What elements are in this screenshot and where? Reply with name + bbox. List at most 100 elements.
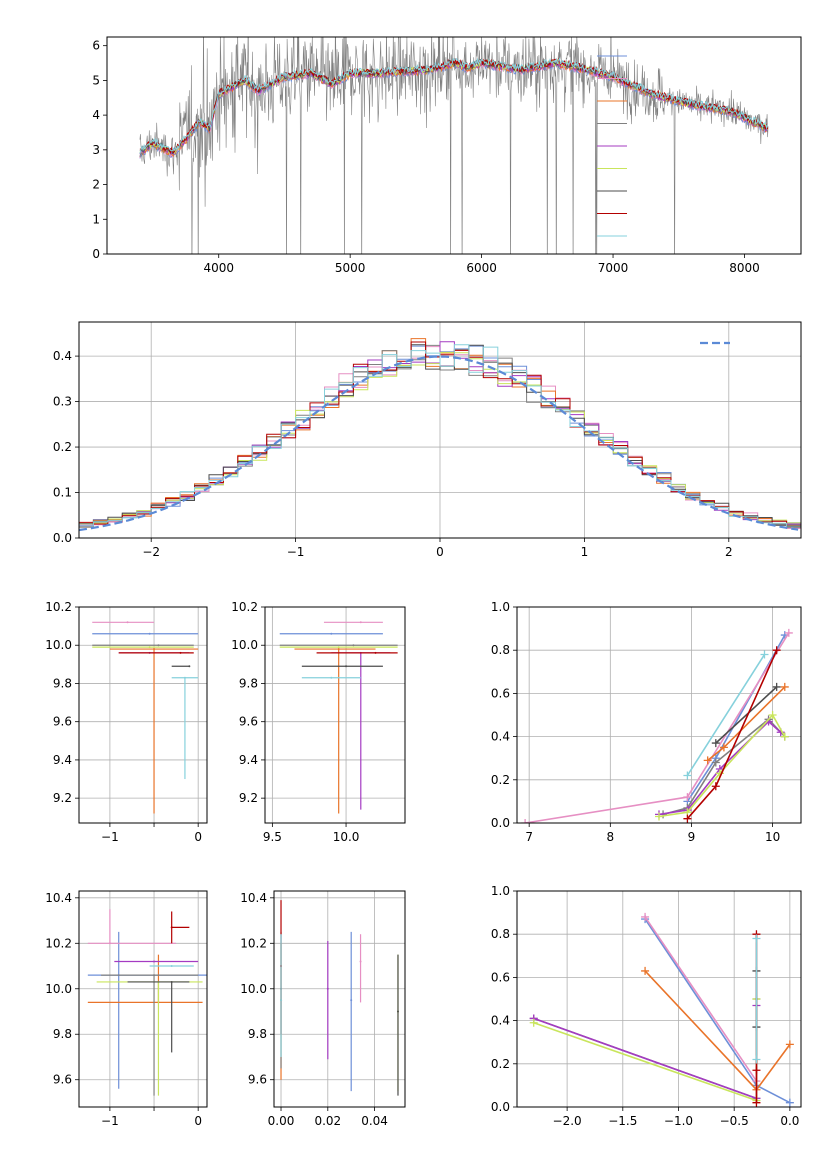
x-tick-label: −2 bbox=[142, 545, 160, 559]
weight-marker bbox=[711, 782, 720, 791]
y-tick-label: 0.2 bbox=[491, 1057, 510, 1071]
data-point bbox=[359, 621, 362, 624]
y-tick-label: 9.6 bbox=[53, 1073, 72, 1087]
weight-marker bbox=[768, 711, 777, 719]
y-tick-label: 9.8 bbox=[239, 676, 258, 690]
data-point bbox=[359, 960, 362, 963]
data-point bbox=[330, 676, 333, 679]
weight-marker bbox=[529, 1018, 538, 1027]
y-tick-label: 1 bbox=[92, 212, 100, 226]
plot-area bbox=[139, 37, 769, 254]
x-tick-label: −1 bbox=[101, 1114, 119, 1128]
weight-marker bbox=[683, 771, 692, 780]
y-tick-label: 9.8 bbox=[53, 1027, 72, 1041]
data-point bbox=[148, 632, 151, 635]
plot-area bbox=[274, 891, 405, 1107]
y-tick-label: 9.6 bbox=[248, 1073, 267, 1087]
weight-marker bbox=[703, 756, 712, 765]
y-tick-label: 0.8 bbox=[491, 927, 510, 941]
x-tick-label: 6000 bbox=[466, 261, 497, 275]
y-tick-label: 0.4 bbox=[491, 730, 510, 744]
y-tick-label: 5 bbox=[92, 73, 100, 87]
axes-frame bbox=[516, 606, 802, 824]
data-point bbox=[183, 676, 186, 679]
x-tick-label: 0 bbox=[194, 830, 202, 844]
data-point bbox=[108, 942, 111, 945]
y-tick-label: 9.4 bbox=[53, 753, 72, 767]
x-tick-label: 10.0 bbox=[333, 830, 360, 844]
y-tick-label: 10.0 bbox=[45, 638, 72, 652]
y-tick-label: 9.8 bbox=[53, 676, 72, 690]
x-tick-label: −2.0 bbox=[553, 1114, 582, 1128]
x-tick-label: 0.0 bbox=[780, 1114, 799, 1128]
weight-series-line bbox=[715, 686, 778, 744]
data-point bbox=[148, 646, 151, 649]
panel-weight_vs_age: 7 8 9 10 0.0 0.2 0.4 0.6 0.8 1.0 bbox=[491, 600, 802, 844]
data-point bbox=[126, 621, 129, 624]
y-tick-label: 2 bbox=[92, 178, 100, 192]
y-tick-label: 9.8 bbox=[248, 1027, 267, 1041]
y-tick-label: 10.0 bbox=[240, 982, 267, 996]
y-tick-label: 0 bbox=[92, 247, 100, 261]
plot-area bbox=[79, 607, 207, 823]
weight-marker bbox=[780, 682, 789, 691]
normal-reference-curve bbox=[79, 355, 799, 532]
y-tick-label: 9.2 bbox=[239, 791, 258, 805]
x-tick-label: 7 bbox=[525, 830, 533, 844]
y-tick-label: 10.0 bbox=[45, 982, 72, 996]
y-tick-label: 0.8 bbox=[491, 643, 510, 657]
weight-marker bbox=[784, 628, 793, 637]
x-tick-label: 0 bbox=[194, 1114, 202, 1128]
axes-frame bbox=[78, 321, 802, 539]
axes-frame bbox=[106, 36, 802, 255]
x-tick-label: 9 bbox=[688, 830, 696, 844]
weight-marker bbox=[772, 646, 781, 655]
plot-area bbox=[517, 891, 801, 1107]
x-tick-label: 0.00 bbox=[268, 1114, 295, 1128]
x-tick-label: −1 bbox=[287, 545, 305, 559]
data-point bbox=[170, 980, 173, 983]
panel-age_vs_mass: 9.5 10.0 9.2 9.4 9.6 9.8 10.0 10.2 bbox=[231, 600, 406, 844]
x-tick-label: 4000 bbox=[203, 261, 234, 275]
panel-weight_vs_Z: −2.0 −1.5 −1.0 −0.5 0.0 0.0 0.2 0.4 0.6 0.8 1.0 bbox=[491, 884, 802, 1128]
weight-series-line bbox=[644, 970, 791, 1091]
x-tick-label: −1.5 bbox=[608, 1114, 637, 1128]
y-tick-label: 9.6 bbox=[53, 715, 72, 729]
panel-residuals: −2 −1 0 1 2 0.0 0.1 0.2 0.3 0.4 bbox=[53, 321, 802, 559]
y-tick-label: 4 bbox=[92, 108, 100, 122]
axes-frame bbox=[273, 890, 406, 1108]
x-tick-label: −1.0 bbox=[664, 1114, 693, 1128]
model-spectrum-line bbox=[139, 57, 769, 154]
y-tick-label: 10.2 bbox=[45, 600, 72, 614]
plot-area bbox=[517, 607, 801, 823]
weight-marker bbox=[655, 812, 663, 821]
data-point bbox=[374, 651, 377, 654]
y-tick-label: 0.4 bbox=[53, 349, 72, 363]
x-tick-label: 2 bbox=[725, 545, 733, 559]
plot-area bbox=[265, 607, 405, 823]
x-tick-label: 0.04 bbox=[361, 1114, 388, 1128]
data-point bbox=[153, 960, 156, 963]
data-point bbox=[170, 965, 173, 968]
data-point bbox=[337, 648, 340, 651]
weight-marker bbox=[785, 1040, 794, 1049]
x-tick-label: 0.02 bbox=[314, 1114, 341, 1128]
data-point bbox=[345, 665, 348, 668]
y-tick-label: 10.4 bbox=[240, 891, 267, 905]
data-point bbox=[396, 1010, 399, 1013]
data-point bbox=[179, 651, 182, 654]
y-tick-label: 3 bbox=[92, 143, 100, 157]
plot-area bbox=[79, 891, 207, 1107]
x-tick-label: −1 bbox=[101, 830, 119, 844]
data-spectrum-line bbox=[139, 37, 769, 254]
y-tick-label: 0.2 bbox=[53, 440, 72, 454]
weight-marker bbox=[752, 1066, 761, 1075]
data-point bbox=[352, 644, 355, 647]
y-tick-label: 0.1 bbox=[53, 486, 72, 500]
panel-spectrum: 4000 5000 6000 7000 8000 0 1 2 3 4 5 6 bbox=[92, 36, 802, 275]
data-point bbox=[153, 974, 156, 977]
weight-marker bbox=[711, 739, 720, 748]
weight-marker bbox=[683, 814, 692, 823]
y-tick-label: 10.2 bbox=[45, 936, 72, 950]
